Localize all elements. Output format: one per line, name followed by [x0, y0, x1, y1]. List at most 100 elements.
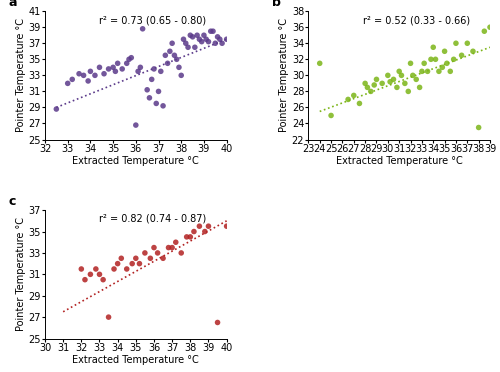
Y-axis label: Pointer Temperature °C: Pointer Temperature °C [16, 18, 26, 132]
Point [68, 76, 76, 82]
Point [92, 266, 100, 272]
Point [390, 76, 398, 82]
Point [480, 28, 488, 34]
Text: r² = 0.82 (0.74 - 0.87): r² = 0.82 (0.74 - 0.87) [100, 214, 206, 224]
Point [170, 52, 178, 58]
Point [159, 103, 167, 109]
Point [191, 44, 199, 50]
Point [100, 71, 108, 77]
Point [166, 48, 174, 54]
Point [186, 234, 194, 240]
Point [446, 68, 454, 74]
Point [196, 36, 203, 42]
Point [91, 73, 99, 78]
Point [384, 73, 392, 78]
Point [99, 277, 107, 283]
Point [350, 92, 358, 98]
Point [154, 89, 162, 94]
Point [193, 32, 201, 38]
Point [395, 68, 403, 74]
Point [188, 34, 196, 40]
Point [372, 76, 380, 82]
Point [164, 245, 172, 251]
Point [168, 40, 176, 46]
Point [172, 56, 180, 62]
Point [86, 68, 94, 74]
Point [222, 223, 230, 229]
Point [450, 56, 458, 62]
Point [204, 223, 212, 229]
Point [132, 122, 140, 128]
Point [118, 255, 126, 261]
Point [432, 56, 440, 62]
Point [418, 68, 426, 74]
Point [150, 66, 158, 72]
Point [209, 28, 217, 34]
Point [404, 89, 412, 94]
X-axis label: Extracted Temperature °C: Extracted Temperature °C [72, 157, 199, 167]
Point [164, 60, 172, 66]
Point [218, 40, 226, 46]
Point [452, 40, 460, 46]
Point [196, 223, 203, 229]
Point [429, 44, 437, 50]
Point [162, 52, 170, 58]
Point [128, 55, 136, 61]
Point [216, 36, 224, 42]
Y-axis label: Pointer Temperature °C: Pointer Temperature °C [16, 217, 26, 331]
Point [202, 36, 210, 42]
Point [136, 261, 143, 267]
Point [412, 76, 420, 82]
Point [206, 28, 214, 34]
Point [148, 76, 156, 82]
Text: a: a [8, 0, 17, 9]
Point [464, 40, 471, 46]
Text: c: c [8, 195, 16, 208]
Point [110, 266, 118, 272]
Point [378, 80, 386, 86]
Point [104, 66, 112, 72]
Point [361, 80, 369, 86]
Point [125, 56, 133, 62]
Point [200, 32, 208, 38]
Point [424, 68, 432, 74]
Point [86, 271, 94, 277]
X-axis label: Extracted Temperature °C: Extracted Temperature °C [72, 356, 199, 365]
Point [152, 100, 160, 106]
Point [114, 60, 122, 66]
Point [367, 89, 375, 94]
Point [364, 84, 372, 90]
Point [134, 68, 142, 74]
Point [146, 255, 154, 261]
Y-axis label: Pointer Temperature °C: Pointer Temperature °C [279, 18, 289, 132]
Point [132, 255, 140, 261]
Point [141, 250, 149, 256]
Point [138, 26, 146, 32]
Point [386, 79, 394, 85]
Point [186, 32, 194, 38]
Point [398, 73, 406, 78]
Point [214, 320, 222, 326]
Point [201, 228, 209, 234]
Point [104, 314, 112, 320]
Point [52, 106, 60, 112]
Text: b: b [272, 0, 281, 9]
Point [198, 39, 205, 45]
Point [182, 40, 190, 46]
Point [204, 39, 212, 45]
Point [212, 40, 220, 46]
Point [469, 48, 477, 54]
Point [80, 73, 88, 78]
Point [175, 64, 183, 70]
Point [81, 277, 89, 283]
Point [112, 68, 120, 74]
Point [427, 56, 435, 62]
Point [146, 95, 154, 101]
Point [344, 96, 352, 102]
Point [356, 100, 364, 106]
Text: r² = 0.73 (0.65 - 0.80): r² = 0.73 (0.65 - 0.80) [100, 15, 206, 25]
Point [157, 68, 165, 74]
Point [128, 261, 136, 267]
Point [222, 36, 230, 42]
Point [122, 266, 130, 272]
